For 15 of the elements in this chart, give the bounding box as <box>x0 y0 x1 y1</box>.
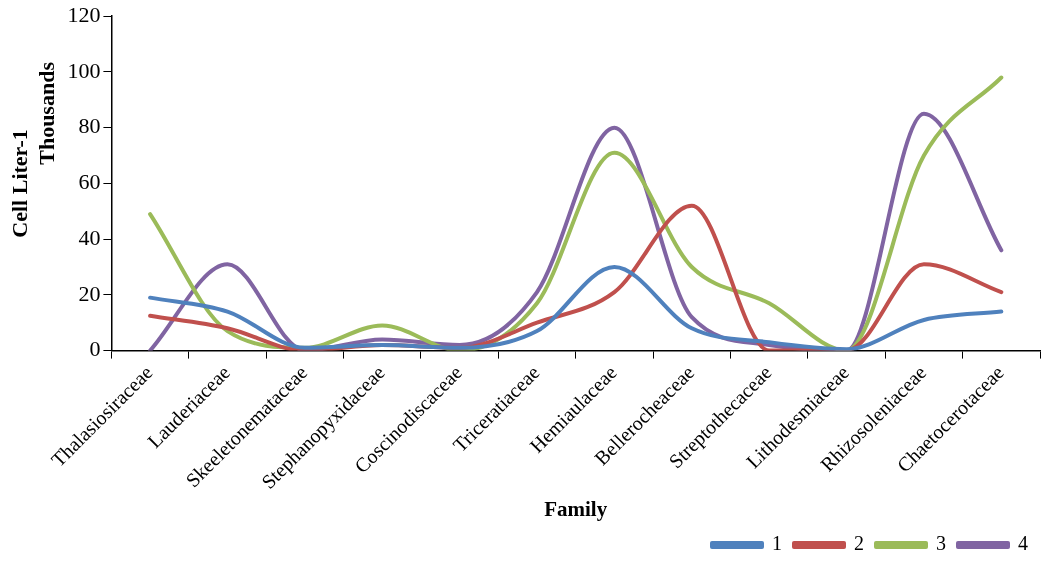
legend-label: 4 <box>1018 532 1028 555</box>
y-tick-label: 60 <box>78 169 101 195</box>
x-axis-title: Family <box>544 496 608 521</box>
legend-label: 2 <box>854 532 864 555</box>
y-tick-label: 40 <box>78 224 101 250</box>
legend-label: 3 <box>936 532 946 555</box>
line-series <box>148 265 1004 351</box>
y-tick-label: 120 <box>67 1 101 27</box>
y-tick-label: 20 <box>78 280 101 306</box>
y-tick-label: 0 <box>89 336 101 362</box>
y-axis-title: Cell Liter-1 <box>6 129 32 238</box>
y-tick-label: 100 <box>67 57 101 83</box>
legend-label: 1 <box>772 532 782 555</box>
text: Thousands <box>33 61 59 165</box>
y-tick-label: 80 <box>78 113 101 139</box>
